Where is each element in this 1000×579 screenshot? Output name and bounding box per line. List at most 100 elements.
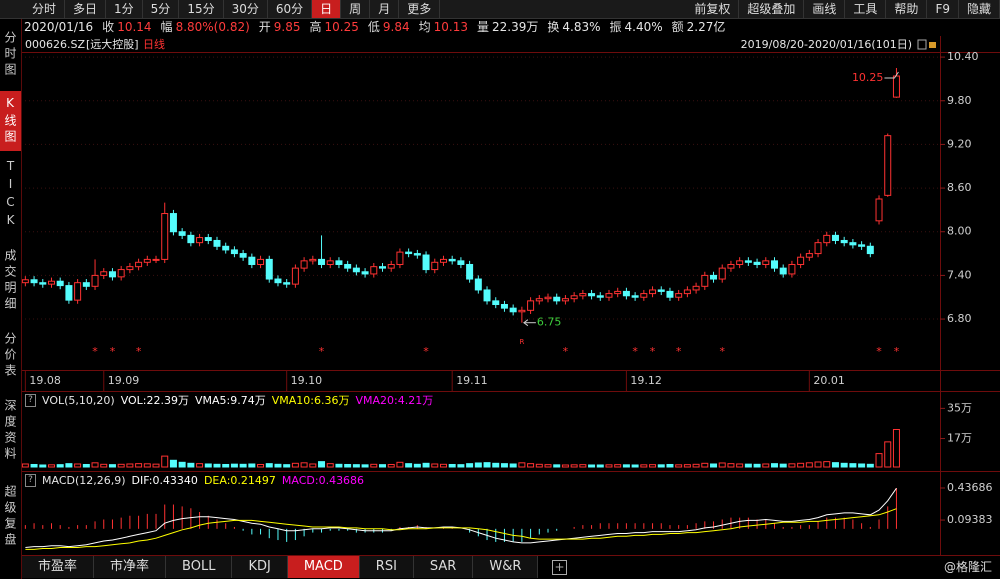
sidebar-item[interactable]: 成交明细 (3, 249, 17, 313)
period-tab[interactable]: 周 (341, 0, 371, 18)
signal-marker: * (650, 345, 656, 358)
candle-body (866, 245, 874, 255)
indicator-tab[interactable]: MACD (287, 556, 360, 578)
volume-bar (544, 464, 552, 468)
date-range: 2019/08/20-2020/01/16(101日) (741, 38, 912, 51)
volume-bar (344, 463, 352, 468)
y-tick-label: 8.60 (947, 181, 972, 194)
candle-body (840, 239, 848, 244)
candle-body (518, 309, 526, 313)
sidebar-item[interactable]: K线图 (0, 91, 21, 151)
candle-body (152, 258, 160, 261)
volume-bar (692, 463, 700, 468)
candle-body (457, 260, 465, 265)
candle-body (204, 237, 212, 241)
volume-legend: ? VOL(5,10,20) VOL:22.39万 VMA5:9.74万 VMA10… (25, 393, 433, 408)
tool-button[interactable]: F9 (927, 0, 959, 18)
period-tab[interactable]: 日 (312, 0, 342, 18)
candle-body (108, 271, 116, 278)
annotation: 6.75 (537, 316, 562, 329)
candle-body (248, 256, 256, 265)
tool-button[interactable]: 画线 (804, 0, 846, 18)
period-tab[interactable]: 月 (370, 0, 400, 18)
sidebar-item[interactable]: 深度资料 (3, 399, 17, 463)
indicator-tab[interactable]: SAR (413, 556, 474, 578)
tool-button[interactable]: 超级叠加 (739, 0, 805, 18)
candle-body (239, 253, 247, 258)
candle-body (553, 296, 561, 302)
period-tab[interactable]: 分时 (24, 0, 66, 18)
period-tab[interactable]: 5分 (143, 0, 180, 18)
y-tick-label: 6.80 (947, 312, 972, 325)
candle-body (265, 258, 273, 280)
help-box[interactable]: ? (25, 394, 36, 407)
candle-body (326, 260, 334, 265)
volume-bar (326, 463, 334, 468)
quote-date: 2020/01/16 (24, 20, 94, 34)
sidebar-item[interactable]: 分时图 (3, 31, 17, 79)
volume-bar (788, 463, 796, 468)
candle-body (858, 244, 866, 247)
candle-body (196, 237, 204, 244)
signal-marker: * (110, 345, 116, 358)
volume-bar (631, 464, 639, 468)
volume-bar (500, 463, 508, 468)
volume-bar (605, 464, 613, 468)
quote-label: 均 (418, 20, 431, 34)
x-tick-label: 19.12 (630, 374, 662, 387)
signal-marker: * (719, 345, 725, 358)
quote-item: 额 2.27亿 (672, 19, 726, 36)
indicator-tab[interactable]: 市盈率 (22, 556, 95, 578)
candle-body (21, 279, 29, 284)
volume-bar (753, 463, 761, 468)
stock-name: [远大控股] (86, 37, 139, 51)
indicator-tab[interactable]: BOLL (166, 556, 233, 578)
indicator-tab[interactable]: 市净率 (94, 556, 167, 578)
candle-body (622, 290, 630, 297)
candle-body (762, 260, 770, 265)
period-tab[interactable]: 多日 (65, 0, 107, 18)
sidebar-item[interactable]: 超级复盘 (3, 485, 17, 549)
period-tab[interactable]: 60分 (268, 0, 313, 18)
candle-body (370, 266, 378, 275)
add-tab-button[interactable]: + (552, 560, 567, 575)
volume-bar (483, 462, 491, 468)
candle-body (500, 304, 508, 309)
volume-bar (814, 461, 822, 468)
tool-button[interactable]: 前复权 (686, 0, 740, 18)
volume-bar (152, 463, 160, 468)
indicator-tab[interactable]: RSI (359, 556, 414, 578)
candle-body (387, 263, 395, 269)
period-tab[interactable]: 30分 (224, 0, 268, 18)
indicator-tab[interactable]: W&R (473, 556, 539, 578)
candle-body (718, 267, 726, 280)
r-marker: R (519, 338, 524, 346)
sidebar-item[interactable]: 分价表 (3, 332, 17, 380)
tool-button[interactable]: 工具 (845, 0, 887, 18)
indicator-tab[interactable]: KDJ (232, 556, 288, 578)
volume-bar (300, 462, 308, 468)
lock-icon[interactable] (929, 42, 936, 48)
period-tab[interactable]: 15分 (179, 0, 224, 18)
tool-button[interactable]: 隐藏 (959, 0, 1000, 18)
candle-body (352, 267, 360, 273)
help-box[interactable]: ? (25, 474, 36, 487)
volume-bar (823, 461, 831, 468)
candle-body (683, 289, 691, 295)
candle-body (291, 267, 299, 285)
candle-body (823, 234, 831, 244)
volume-bar (39, 464, 47, 468)
volume-bar (30, 463, 38, 468)
candle-body (736, 260, 744, 265)
legend-item: DEA:0.21497 (203, 474, 276, 487)
settings-icon[interactable] (917, 39, 927, 50)
period-tab[interactable]: 1分 (106, 0, 143, 18)
sidebar-item[interactable]: TICK (3, 159, 18, 231)
volume-bar (492, 462, 500, 468)
legend-title: VOL(5,10,20) (42, 394, 115, 407)
candle-body (257, 258, 265, 265)
y-tick-label: 9.80 (947, 94, 972, 107)
period-tab[interactable]: 更多 (399, 0, 441, 18)
tool-button[interactable]: 帮助 (886, 0, 928, 18)
volume-bar (204, 463, 212, 468)
